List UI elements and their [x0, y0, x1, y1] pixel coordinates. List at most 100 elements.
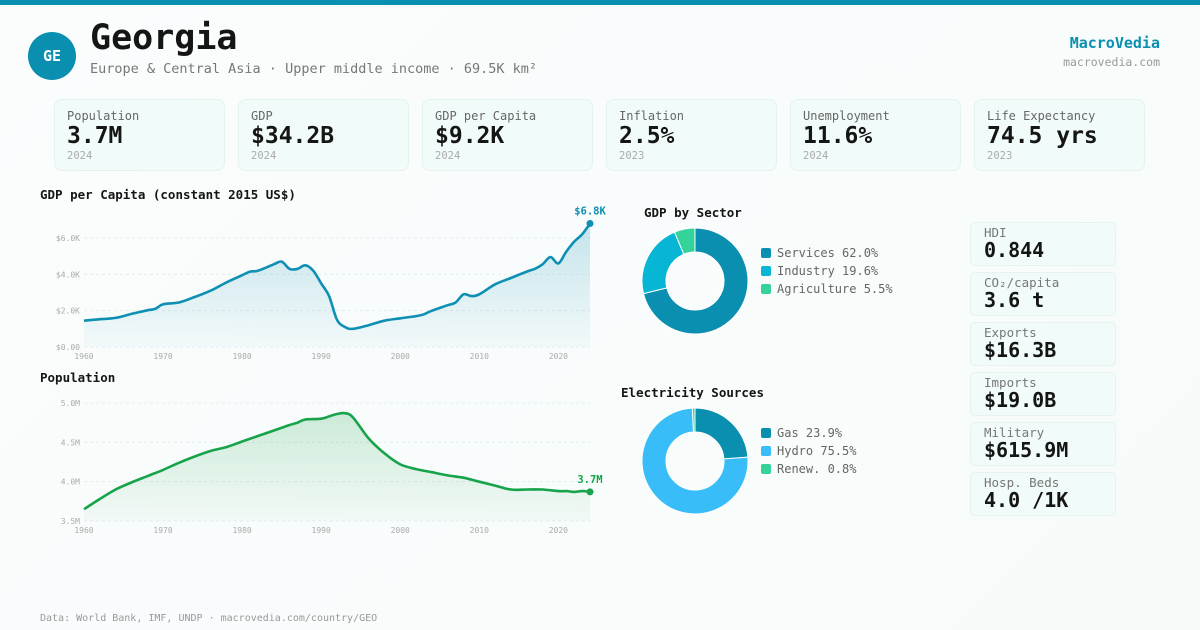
stat-label: CO₂/capita — [984, 275, 1060, 290]
legend-label: Agriculture 5.5% — [777, 282, 893, 296]
agriculture-swatch — [761, 284, 771, 294]
services-swatch — [761, 248, 771, 258]
electricity-sources-donut — [641, 407, 749, 515]
stat-card-imports: Imports $19.0B — [970, 372, 1116, 416]
gdp-end-point — [586, 219, 594, 227]
donut-slice-gas — [694, 407, 749, 460]
industry-swatch — [761, 266, 771, 276]
x-tick-label: 1990 — [312, 352, 331, 361]
y-tick-label: 3.5M — [61, 517, 80, 526]
kpi-label: GDP per Capita — [435, 109, 537, 123]
kpi-year: 2024 — [803, 150, 829, 162]
stat-value: $16.3B — [984, 338, 1057, 362]
brand-logo[interactable]: MacroVedia — [1069, 34, 1160, 52]
kpi-year: 2023 — [619, 150, 645, 162]
x-tick-label: 2000 — [391, 526, 410, 535]
population-chart-title: Population — [40, 370, 116, 385]
y-tick-label: 4.0M — [61, 478, 80, 487]
x-tick-label: 2020 — [549, 526, 568, 535]
gdp-series-line — [83, 222, 592, 331]
kpi-card-gdp: GDP $34.2B 2024 — [238, 99, 409, 171]
stat-label: HDI — [984, 225, 1007, 240]
kpi-value: 74.5 yrs — [987, 123, 1098, 149]
gas-swatch — [761, 428, 771, 438]
legend-label: Industry 19.6% — [777, 264, 879, 278]
kpi-card-life-expectancy: Life Expectancy 74.5 yrs 2023 — [974, 99, 1145, 171]
legend-label: Renew. 0.8% — [777, 462, 857, 476]
x-tick-label: 1980 — [232, 526, 251, 535]
kpi-card-inflation: Inflation 2.5% 2023 — [606, 99, 777, 171]
legend-item-renewables: Renew. 0.8% — [761, 460, 856, 478]
stat-card-co2: CO₂/capita 3.6 t — [970, 272, 1116, 316]
country-code-badge: GE — [28, 32, 76, 80]
stat-label: Hosp. Beds — [984, 475, 1060, 490]
donut-slice-renew — [691, 407, 696, 433]
y-tick-label: $0.00 — [56, 343, 80, 352]
legend-item-gas: Gas 23.9% — [761, 424, 856, 442]
kpi-row: Population 3.7M 2024 GDP $34.2B 2024 GDP… — [54, 99, 1145, 171]
kpi-year: 2024 — [435, 150, 461, 162]
stat-value: 3.6 t — [984, 288, 1045, 312]
kpi-label: Life Expectancy — [987, 109, 1096, 123]
stat-label: Imports — [984, 375, 1037, 390]
y-tick-label: 5.0M — [61, 399, 80, 408]
x-tick-label: 2010 — [470, 526, 489, 535]
donut-slice-industry — [641, 231, 685, 295]
y-tick-label: $4.0K — [56, 270, 80, 279]
stat-value: $19.0B — [984, 388, 1057, 412]
x-tick-label: 1960 — [74, 352, 93, 361]
stat-value: 0.844 — [984, 238, 1045, 262]
stat-label: Exports — [984, 325, 1037, 340]
page-title: Georgia — [90, 18, 238, 58]
population-end-label: 3.7M — [577, 474, 602, 486]
x-tick-label: 1960 — [74, 526, 93, 535]
gdp-chart-title: GDP per Capita (constant 2015 US$) — [40, 187, 296, 202]
gdp-sector-donut — [641, 227, 749, 335]
kpi-value: 2.5% — [619, 123, 675, 149]
stat-label: Military — [984, 425, 1045, 440]
kpi-label: Population — [67, 109, 140, 123]
x-tick-label: 1970 — [153, 352, 172, 361]
sector-chart-title: GDP by Sector — [644, 205, 742, 220]
x-tick-label: 2020 — [549, 352, 568, 361]
stat-value: $615.9M — [984, 438, 1069, 462]
kpi-value: $9.2K — [435, 123, 505, 149]
kpi-card-population: Population 3.7M 2024 — [54, 99, 225, 171]
kpi-year: 2024 — [251, 150, 277, 162]
x-tick-label: 2010 — [470, 352, 489, 361]
stat-card-hospital-beds: Hosp. Beds 4.0 /1K — [970, 472, 1116, 516]
kpi-label: Inflation — [619, 109, 685, 123]
stat-card-exports: Exports $16.3B — [970, 322, 1116, 366]
renewables-swatch — [761, 464, 771, 474]
y-tick-label: 4.5M — [61, 438, 80, 447]
legend-label: Services 62.0% — [777, 246, 879, 260]
donut-slice-services — [642, 227, 749, 335]
brand-url[interactable]: macrovedia.com — [1063, 55, 1160, 69]
y-tick-label: $2.0K — [56, 307, 80, 316]
kpi-year: 2024 — [67, 150, 93, 162]
legend-item-services: Services 62.0% — [761, 244, 893, 262]
kpi-value: 11.6% — [803, 123, 873, 149]
kpi-value: 3.7M — [67, 123, 123, 149]
donut-slice-hydro — [641, 407, 749, 515]
country-code: GE — [42, 47, 62, 65]
electricity-chart-title: Electricity Sources — [621, 385, 764, 400]
kpi-value: $34.2B — [251, 123, 335, 149]
population-chart: 3.5M 4.0M 4.5M 5.0M 1960 1970 1980 1990 2000 2010… — [61, 399, 603, 535]
legend-item-industry: Industry 19.6% — [761, 262, 893, 280]
kpi-label: GDP — [251, 109, 273, 123]
y-tick-label: $6.0K — [56, 234, 80, 243]
legend-item-hydro: Hydro 75.5% — [761, 442, 856, 460]
legend-label: Gas 23.9% — [777, 426, 843, 440]
kpi-card-gdp-per-capita: GDP per Capita $9.2K 2024 — [422, 99, 593, 171]
stat-card-military: Military $615.9M — [970, 422, 1116, 466]
kpi-year: 2023 — [987, 150, 1013, 162]
sector-legend: Services 62.0% Industry 19.6% Agricultur… — [761, 244, 893, 298]
top-accent-bar — [0, 0, 1200, 5]
gdp-per-capita-chart: $0.00 $2.0K $4.0K $6.0K 1960 1970 1980 1990 2000… — [56, 205, 607, 361]
x-tick-label: 1970 — [153, 526, 172, 535]
side-stats: HDI 0.844 CO₂/capita 3.6 t Exports $16.3B I… — [970, 222, 1116, 516]
x-tick-label: 1980 — [232, 352, 251, 361]
stat-card-hdi: HDI 0.844 — [970, 222, 1116, 266]
footer-source: Data: World Bank, IMF, UNDP · macrovedia… — [40, 613, 378, 624]
